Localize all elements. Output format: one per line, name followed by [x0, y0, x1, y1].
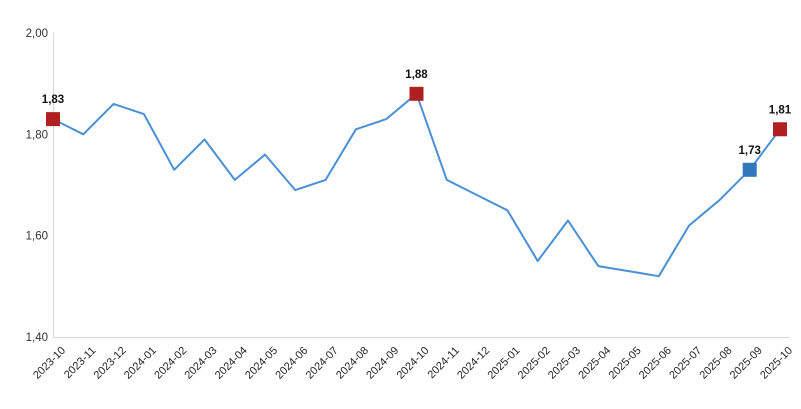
- data-point-label: 1,73: [739, 145, 761, 157]
- x-axis-tick-label: 2025-03: [546, 345, 583, 382]
- x-axis-tick-label: 2025-09: [728, 345, 765, 382]
- y-axis-tick-label: 2,00: [26, 28, 48, 40]
- x-axis-tick-label: 2024-04: [213, 345, 250, 382]
- y-axis-tick-label: 1,40: [26, 332, 48, 344]
- x-axis-tick-label: 2025-01: [485, 345, 522, 382]
- x-axis-tick-label: 2023-12: [92, 345, 129, 382]
- x-axis-tick-label: 2024-08: [334, 345, 371, 382]
- x-axis-tick-label: 2025-02: [516, 345, 553, 382]
- highlight-marker: [46, 112, 60, 127]
- series-line: [52, 92, 781, 278]
- highlight-marker: [409, 86, 424, 101]
- highlight-marker: [742, 162, 757, 177]
- x-axis-tick-label: 2024-01: [122, 345, 159, 382]
- x-axis-tick-label: 2024-06: [273, 345, 310, 382]
- x-axis-tick-label: 2025-10: [758, 345, 795, 382]
- x-axis-tick-label: 2025-08: [698, 345, 735, 382]
- data-point-label: 1,83: [42, 94, 64, 106]
- x-axis-tick-label: 2024-03: [183, 345, 220, 382]
- x-axis-tick-label: 2024-05: [243, 345, 280, 382]
- x-axis-tick-label: 2025-07: [667, 345, 704, 382]
- x-axis-tick-label: 2025-06: [637, 345, 674, 382]
- data-point-label: 1,81: [769, 104, 792, 116]
- x-axis-tick-label: 2025-05: [607, 345, 644, 382]
- x-axis-tick-label: 2024-10: [395, 345, 432, 382]
- x-axis-tick-label: 2023-10: [31, 345, 68, 382]
- y-axis-tick-label: 1,80: [26, 129, 48, 141]
- y-axis-tick-label: 1,60: [26, 231, 48, 243]
- highlight-marker: [773, 122, 787, 137]
- x-axis-tick-label: 2024-12: [455, 345, 492, 382]
- x-axis-tick-label: 2024-09: [364, 345, 401, 382]
- x-axis-tick-label: 2025-04: [576, 345, 613, 382]
- data-point-label: 1,88: [405, 69, 428, 81]
- x-axis-tick-label: 2024-02: [152, 345, 189, 382]
- x-axis-tick-label: 2024-07: [304, 345, 341, 382]
